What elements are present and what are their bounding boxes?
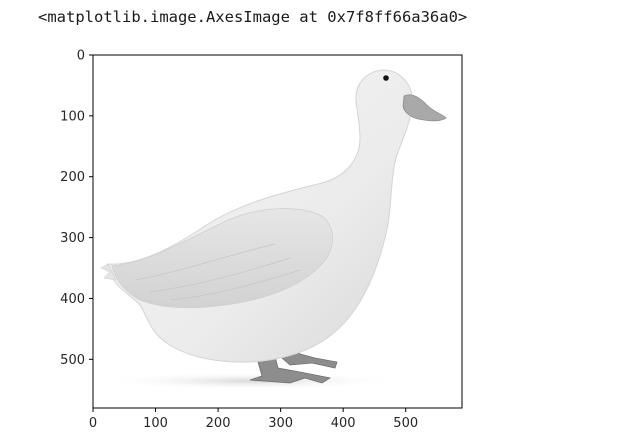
y-tick-label: 200	[60, 170, 85, 185]
duck-tail	[100, 263, 117, 281]
x-tick-label: 300	[268, 416, 293, 431]
y-tick-label: 300	[60, 231, 85, 246]
duck-beak	[402, 94, 447, 122]
x-tick-label: 100	[143, 416, 168, 431]
y-tick-label: 100	[60, 109, 85, 124]
wing-feather-lines	[134, 243, 301, 301]
x-tick-label: 500	[393, 416, 418, 431]
duck-eye	[383, 75, 389, 81]
x-axis-ticks: 0 100 200 300 400 500	[89, 408, 418, 431]
duck-image	[100, 69, 447, 390]
y-tick-label: 500	[60, 353, 85, 368]
x-tick-label: 0	[89, 416, 97, 431]
x-tick-label: 400	[331, 416, 356, 431]
axes-frame	[92, 54, 463, 409]
duck-shadow	[100, 372, 400, 390]
y-tick-label: 400	[60, 292, 85, 307]
cell-output-repr: <matplotlib.image.AxesImage at 0x7f8ff66…	[38, 8, 468, 26]
y-tick-label: 0	[77, 49, 85, 64]
y-axis-ticks: 0 100 200 300 400 500	[60, 49, 93, 368]
x-tick-label: 200	[206, 416, 231, 431]
